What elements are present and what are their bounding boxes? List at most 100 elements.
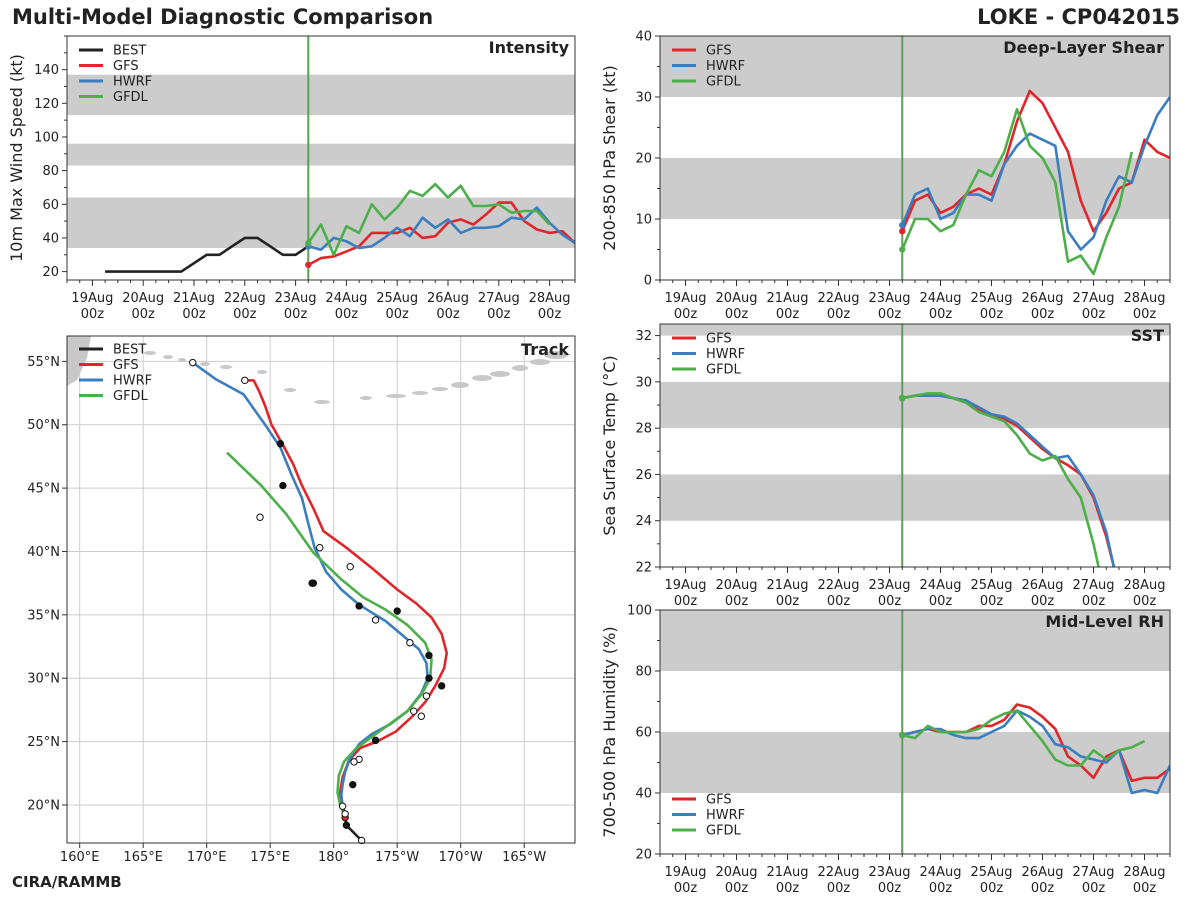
track-marker-gfs: [349, 780, 357, 789]
track-marker-gfs: [371, 736, 380, 745]
aleutian-island: [530, 359, 550, 365]
track-ytick-label: 30°N: [27, 672, 60, 687]
intensity-series-gfdl: [307, 182, 551, 257]
track-marker-gfs: [425, 651, 433, 660]
rh-ylabel: 700-500 hPa Humidity (%): [600, 626, 619, 837]
rh-band: [660, 610, 1170, 671]
sst-xtick-label-hour: 00z: [776, 594, 800, 609]
intensity-xtick-label-day: 26Aug: [427, 291, 469, 306]
intensity-xtick-label-hour: 00z: [335, 307, 359, 322]
sst-xtick-label-day: 23Aug: [869, 578, 911, 593]
sst-series-gfdl: [902, 392, 1100, 567]
rh-xtick-label-hour: 00z: [1133, 881, 1157, 896]
storm-id: LOKE - CP042015: [977, 5, 1180, 29]
sst-xtick-label-hour: 00z: [929, 594, 953, 609]
intensity-xtick-label-hour: 00z: [284, 307, 308, 322]
aleutian-island: [490, 371, 510, 377]
sst-xtick-label-hour: 00z: [1031, 594, 1055, 609]
intensity-ytick-label: 60: [42, 198, 59, 213]
track-ytick-label: 25°N: [27, 735, 60, 750]
intensity-xtick-label-day: 28Aug: [529, 291, 571, 306]
sst-xtick-label-day: 22Aug: [818, 578, 860, 593]
intensity-legend-label-hwrf: HWRF: [113, 75, 152, 90]
rh-init-point-gfdl: [899, 731, 906, 739]
track-frame: [66, 335, 576, 844]
track-panel-title: Track: [521, 340, 569, 359]
sst-xtick-label-day: 26Aug: [1022, 578, 1064, 593]
shear-xtick-label-hour: 00z: [674, 307, 698, 322]
shear-xtick-label-hour: 00z: [725, 307, 749, 322]
shear-xtick-label-day: 19Aug: [665, 291, 707, 306]
track-legend-label-best: BEST: [113, 343, 146, 358]
sst-panel: 22242628303219Aug00z20Aug00z21Aug00z22Au…: [600, 323, 1171, 609]
track-xtick-label: 175°E: [250, 850, 290, 865]
shear-panel-title: Deep-Layer Shear: [1003, 38, 1164, 57]
intensity-legend-label-gfdl: GFDL: [113, 90, 149, 105]
track-ytick-label: 50°N: [27, 418, 60, 433]
rh-xtick-label-day: 23Aug: [869, 865, 911, 880]
intensity-ytick-label: 40: [42, 231, 59, 246]
sst-legend-label-gfs: GFS: [706, 332, 732, 347]
intensity-panel: 2040608010012014019Aug00z20Aug00z21Aug00…: [7, 35, 576, 322]
intensity-xtick-label-hour: 00z: [386, 307, 410, 322]
shear-xtick-label-day: 27Aug: [1073, 291, 1115, 306]
aleutian-island: [360, 396, 372, 400]
shear-ylabel: 200-850 hPa Shear (kt): [600, 65, 619, 251]
sst-xtick-label-day: 21Aug: [767, 578, 809, 593]
aleutian-island: [472, 375, 492, 381]
track-marker-hwrf: [338, 802, 347, 810]
intensity-xtick-label-hour: 00z: [436, 307, 460, 322]
intensity-band: [67, 74, 575, 116]
rh-series-gfdl: [901, 709, 1146, 767]
figure-title: Multi-Model Diagnostic Comparison: [12, 5, 434, 29]
sst-ytick-label: 26: [635, 468, 652, 483]
shear-band: [660, 36, 1170, 97]
sst-ytick-label: 22: [635, 561, 652, 576]
sst-init-point-gfdl: [899, 394, 906, 402]
shear-xtick-label-day: 23Aug: [869, 291, 911, 306]
rh-ytick-label: 20: [635, 848, 652, 863]
track-marker-gfdl: [341, 810, 349, 818]
sst-xtick-label-hour: 00z: [1082, 594, 1106, 609]
intensity-ylabel: 10m Max Wind Speed (kt): [7, 54, 26, 262]
shear-xtick-label-hour: 00z: [929, 307, 953, 322]
sst-xtick-label-day: 25Aug: [971, 578, 1013, 593]
sst-xtick-label-hour: 00z: [878, 594, 902, 609]
aleutian-island: [412, 391, 428, 395]
rh-band: [660, 732, 1170, 793]
intensity-xtick-label-day: 25Aug: [376, 291, 418, 306]
sst-ytick-label: 32: [635, 329, 652, 344]
shear-xtick-label-day: 26Aug: [1022, 291, 1064, 306]
rh-xtick-label-day: 20Aug: [716, 865, 758, 880]
intensity-init-point-gfdl: [305, 239, 312, 247]
sst-ylabel: Sea Surface Temp (°C): [600, 355, 619, 535]
intensity-xtick-label-day: 27Aug: [478, 291, 520, 306]
shear-xtick-label-hour: 00z: [827, 307, 851, 322]
rh-ytick-label: 80: [635, 665, 652, 680]
rh-ytick-label: 40: [635, 787, 652, 802]
aleutian-island: [200, 362, 210, 366]
track-xtick-label: 160°E: [60, 850, 100, 865]
rh-ytick-label: 100: [627, 604, 652, 619]
track-ytick-label: 20°N: [27, 798, 60, 813]
shear-xtick-label-day: 22Aug: [818, 291, 860, 306]
aleutian-island: [144, 351, 156, 355]
track-marker-hwrf: [406, 639, 414, 647]
shear-legend-label-gfdl: GFDL: [706, 75, 742, 90]
rh-xtick-label-day: 24Aug: [920, 865, 962, 880]
aleutian-island: [512, 365, 528, 371]
shear-ytick-label: 0: [644, 274, 652, 289]
track-xtick-label: 175°W: [375, 850, 419, 865]
rh-xtick-label-hour: 00z: [776, 881, 800, 896]
shear-series-gfdl: [901, 107, 1134, 276]
sst-panel-title: SST: [1131, 326, 1164, 345]
sst-xtick-label-hour: 00z: [725, 594, 749, 609]
shear-xtick-label-hour: 00z: [1031, 307, 1055, 322]
shear-xtick-label-hour: 00z: [776, 307, 800, 322]
shear-panel: 01020304019Aug00z20Aug00z21Aug00z22Aug00…: [600, 30, 1171, 322]
intensity-xtick-label-day: 22Aug: [224, 291, 266, 306]
sst-xtick-label-day: 28Aug: [1124, 578, 1166, 593]
